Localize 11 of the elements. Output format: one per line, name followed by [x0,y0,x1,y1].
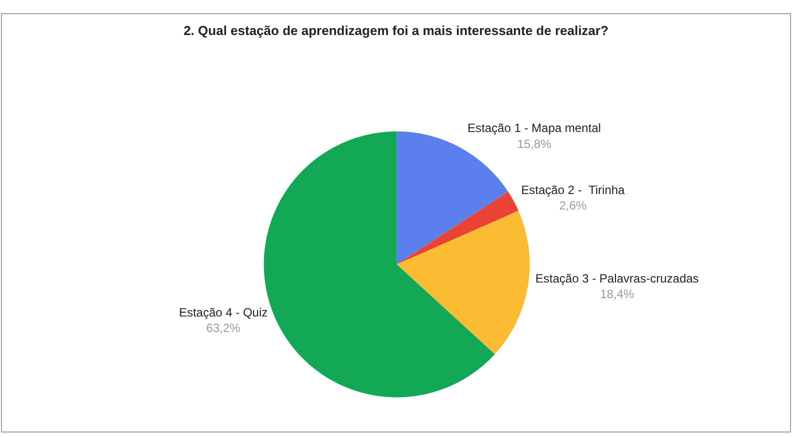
slice-label: Estação 3 - Palavras-cruzadas [535,272,699,286]
pie-slice [396,210,530,354]
chart-title: 2. Qual estação de aprendizagem foi a mais interessante de realizar? [184,23,608,38]
data-label: 15,8% [517,136,552,151]
pie-slice [396,192,518,264]
data-label: 2,6% [559,198,587,212]
slice-label: Estação 1 - Mapa mental [468,121,601,136]
data-label: 18,4% [600,287,634,302]
slice-label: Estação 2 - Tirinha [521,182,626,197]
data-label: 63,2% [206,321,241,336]
slice-label: Estação 4 - Quiz [178,306,268,320]
